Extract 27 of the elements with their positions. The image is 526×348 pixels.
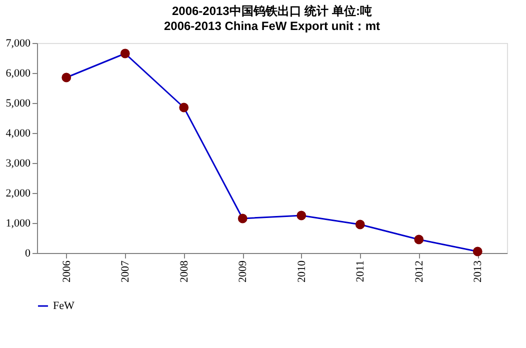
legend-label: FeW [53, 300, 75, 312]
y-tick-label: 5,000 [6, 98, 31, 110]
point [472, 246, 482, 256]
point [120, 48, 130, 58]
x-tick-label: 2012 [413, 260, 426, 282]
y-tick-label: 4,000 [6, 128, 31, 140]
y-tick-label: 6,000 [6, 68, 31, 80]
y-tick-label: 3,000 [6, 158, 31, 170]
point [296, 210, 306, 220]
x-tick-label: 2013 [472, 260, 484, 282]
point [355, 220, 365, 230]
x-tick-label: 2006 [60, 260, 73, 282]
x-tick-label: 2009 [237, 260, 250, 282]
x-tick-label: 2007 [120, 260, 132, 282]
y-tick-label: 1,000 [6, 218, 31, 230]
y-tick-label: 0 [25, 248, 31, 260]
y-tick-label: 2,000 [6, 188, 31, 200]
y-tick-label: 7,000 [6, 38, 31, 50]
x-tick-label: 2010 [296, 260, 308, 282]
point [238, 214, 248, 224]
x-tick-label: 2011 [354, 260, 367, 282]
chart-title: 2006-2013中国钨铁出口 统计 单位:吨 [172, 4, 372, 18]
point [62, 72, 72, 82]
x-tick-label: 2008 [178, 260, 190, 282]
point [414, 234, 424, 244]
point [179, 102, 189, 112]
chart-subtitle: 2006-2013 China FeW Export unit：mt [164, 19, 380, 33]
